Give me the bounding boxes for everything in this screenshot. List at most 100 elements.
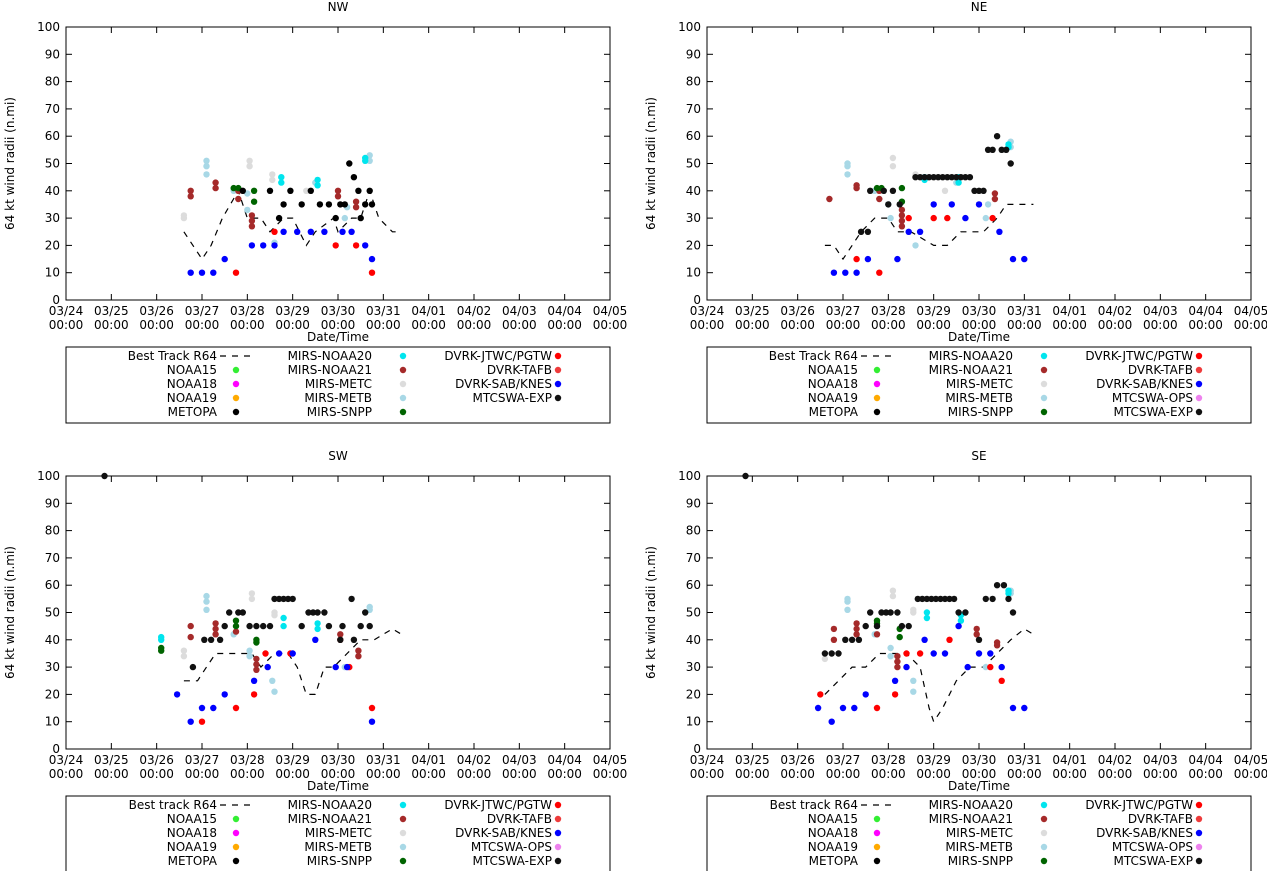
- x-tick-label: 04/03: [502, 753, 537, 767]
- series-mirs-metb: [203, 152, 373, 246]
- y-tick-label: 40: [45, 184, 60, 198]
- legend-label: DVRK-TAFB: [1128, 363, 1193, 377]
- data-point: [912, 242, 919, 249]
- legend-dot-marker: [554, 843, 562, 851]
- x-tick-label: 03/27: [185, 753, 220, 767]
- data-point: [971, 187, 978, 194]
- data-point: [246, 653, 253, 660]
- data-point: [844, 160, 851, 167]
- y-tick-label: 40: [45, 633, 60, 647]
- data-point: [239, 609, 246, 616]
- x-tick-label: 03/28: [871, 753, 906, 767]
- data-point: [289, 650, 296, 657]
- data-point: [280, 614, 287, 622]
- data-point: [1005, 587, 1012, 594]
- data-point: [348, 595, 355, 603]
- data-point: [235, 609, 242, 616]
- data-point: [1005, 595, 1012, 603]
- legend-dot-marker: [1195, 352, 1203, 360]
- data-point: [221, 255, 228, 263]
- data-point: [289, 595, 296, 603]
- plot-area: [706, 475, 1252, 750]
- legend-label: DVRK-JTWC/PGTW: [1085, 798, 1193, 812]
- legend-label: DVRK-JTWC/PGTW: [444, 349, 552, 363]
- data-point: [1000, 582, 1008, 589]
- data-point: [271, 595, 278, 603]
- x-tick-time-label: 00:00: [871, 767, 906, 781]
- data-point: [932, 595, 940, 603]
- legend-label: MTCSWA-EXP: [1114, 405, 1194, 419]
- data-point: [887, 644, 894, 652]
- x-tick-label: 04/02: [457, 304, 492, 318]
- data-point: [248, 590, 256, 597]
- chart-title: NE: [971, 0, 988, 14]
- legend-dot-marker: [1195, 394, 1203, 402]
- data-point: [844, 595, 851, 603]
- legend-dot-marker: [1195, 843, 1203, 851]
- y-tick-label: 10: [686, 266, 701, 280]
- legend-label: MTCSWA-OPS: [1112, 840, 1193, 854]
- legend-dot-marker: [873, 380, 881, 388]
- x-tick-time-label: 00:00: [366, 318, 401, 332]
- legend-label: MIRS-NOAA20: [929, 349, 1013, 363]
- legend-label: NOAA18: [167, 377, 217, 391]
- legend-label: NOAA15: [808, 363, 858, 377]
- data-point: [1021, 255, 1028, 263]
- legend-dot-marker: [399, 801, 407, 809]
- legend-label: NOAA19: [167, 840, 217, 854]
- data-point: [203, 171, 210, 178]
- data-point: [275, 214, 283, 222]
- y-tick-label: 80: [686, 75, 701, 89]
- data-point: [950, 595, 958, 603]
- data-point: [966, 174, 974, 181]
- legend-dot-marker: [1040, 815, 1048, 823]
- legend-label: METOPA: [168, 405, 218, 419]
- x-tick-time-label: 00:00: [962, 318, 997, 332]
- best-track-line: [183, 628, 402, 695]
- data-point: [891, 677, 899, 684]
- data-point: [937, 595, 944, 603]
- legend-dot-marker: [399, 857, 407, 865]
- legend-dot-marker: [399, 352, 407, 360]
- x-tick-label: 03/24: [49, 304, 84, 318]
- best-track-line: [824, 203, 1034, 261]
- series-mirs-noaa21: [830, 620, 1001, 671]
- data-point: [232, 704, 240, 712]
- x-tick-label: 04/01: [411, 753, 446, 767]
- data-point: [355, 647, 362, 654]
- x-tick-label: 04/01: [1052, 753, 1087, 767]
- data-point: [894, 658, 901, 665]
- data-point: [930, 174, 937, 181]
- data-point: [271, 242, 278, 249]
- data-point: [864, 255, 872, 263]
- x-tick-time-label: 00:00: [185, 767, 220, 781]
- data-point: [975, 636, 983, 643]
- x-tick-label: 03/28: [871, 304, 906, 318]
- x-tick-label: 03/30: [962, 304, 997, 318]
- data-point: [910, 606, 917, 613]
- data-point: [989, 146, 996, 153]
- legend-label: MIRS-METC: [305, 826, 372, 840]
- x-tick-label: 03/26: [139, 753, 174, 767]
- data-point: [212, 631, 219, 638]
- x-tick-time-label: 00:00: [230, 318, 265, 332]
- data-point: [303, 187, 310, 194]
- data-point: [921, 636, 928, 643]
- y-tick-label: 20: [686, 238, 701, 252]
- legend-dot-marker: [1040, 380, 1048, 388]
- x-tick-time-label: 00:00: [962, 767, 997, 781]
- legend-box: [65, 795, 611, 871]
- data-point: [930, 650, 937, 657]
- data-point: [930, 214, 937, 222]
- x-tick-time-label: 00:00: [321, 767, 356, 781]
- data-point: [910, 688, 917, 695]
- data-point: [246, 163, 253, 170]
- x-tick-label: 04/04: [547, 753, 582, 767]
- data-point: [232, 622, 240, 630]
- x-tick-label: 04/05: [593, 304, 628, 318]
- legend-label: MIRS-NOAA20: [288, 349, 372, 363]
- data-point: [857, 228, 865, 235]
- legend-dot-marker: [1040, 843, 1048, 851]
- data-point: [158, 636, 165, 643]
- x-tick-time-label: 00:00: [916, 767, 951, 781]
